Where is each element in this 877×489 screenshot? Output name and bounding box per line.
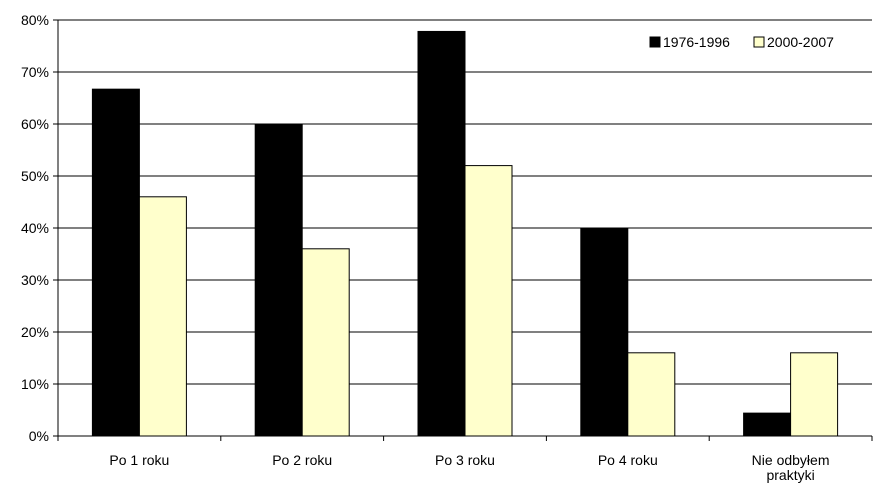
bar-series-1 [254,123,303,437]
legend-swatch-2 [753,36,765,48]
y-tick-label: 30% [21,272,49,288]
x-tick-label: Po 2 roku [272,452,332,468]
x-tick-label: Nie odbyłem [752,452,830,468]
x-tick-label: Po 4 roku [598,452,658,468]
legend-label-2: 2000-2007 [767,34,834,50]
axes: 0% 10% 20% 30% 40% 50% 60% 70% 80% Po 1 roku Po 2 … [21,12,873,483]
bar-series-2 [464,165,513,437]
y-tick-label: 0% [29,428,49,444]
legend-label-1: 1976-1996 [663,34,730,50]
y-tick-label: 80% [21,12,49,28]
bar-series-2 [138,196,187,437]
bar-series-2 [301,248,350,437]
bar-series-1 [91,88,140,437]
y-tick-label: 20% [21,324,49,340]
bar-series-2 [790,352,839,437]
bars [91,30,839,437]
bar-series-2 [627,352,676,437]
legend-swatch-1 [649,36,661,48]
y-tick-label: 70% [21,64,49,80]
y-tick-label: 10% [21,376,49,392]
bar-series-1 [417,30,466,437]
y-tick-label: 60% [21,116,49,132]
bar-series-1 [580,227,629,437]
legend: 1976-1996 2000-2007 [649,34,834,50]
y-tick-label: 40% [21,220,49,236]
x-tick-label: Po 1 roku [109,452,169,468]
y-tick-label: 50% [21,168,49,184]
bar-series-1 [743,412,792,437]
x-tick-label: praktyki [766,467,814,483]
x-tick-label: Po 3 roku [435,452,495,468]
